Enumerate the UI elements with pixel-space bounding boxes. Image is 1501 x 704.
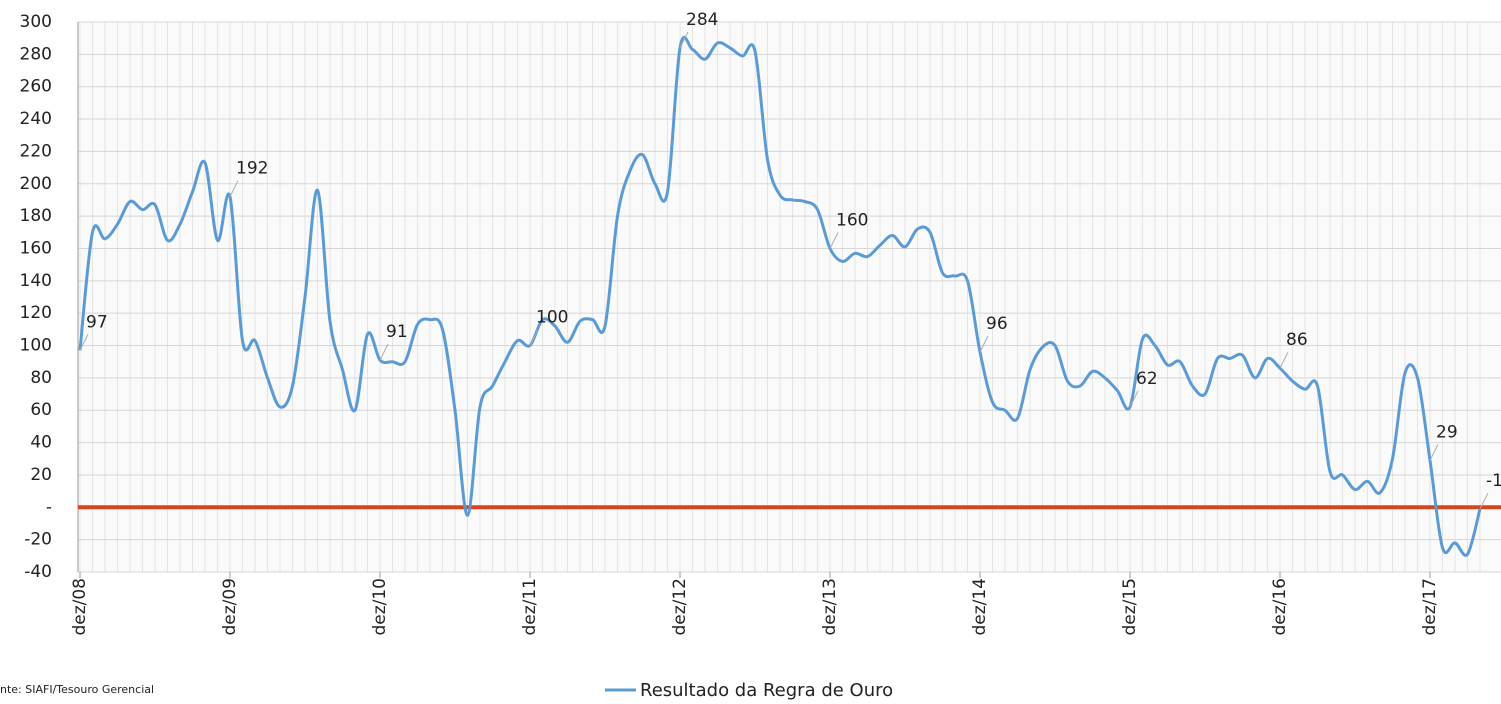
x-tick-label: dez/08 [70,578,90,636]
label-leader [229,180,239,197]
data-label: 96 [986,314,1008,334]
y-tick-label: - [46,497,52,517]
y-tick-label: -20 [24,530,52,550]
data-label: -1 [1486,471,1501,491]
x-tick-label: dez/12 [670,578,690,636]
y-tick-label: 120 [20,303,52,323]
data-label: 86 [1286,330,1308,350]
x-tick-label: dez/09 [220,578,240,636]
label-leader [679,31,689,49]
data-label: 29 [1436,422,1458,442]
source-note: nte: SIAFI/Tesouro Gerencial [0,683,154,696]
x-tick-label: dez/13 [820,578,840,636]
data-label: 91 [386,322,408,342]
grid [77,21,1501,578]
y-tick-label: 20 [30,465,52,485]
label-leader [1479,492,1489,510]
y-tick-label: 100 [20,336,52,356]
label-leader [379,343,389,361]
plot-area [78,22,1501,572]
y-tick-label: 220 [20,141,52,161]
y-tick-label: 160 [20,238,52,258]
label-leader [829,232,839,249]
label-leader [529,329,539,346]
label-leader [79,334,89,351]
x-tick-label: dez/15 [1120,578,1140,636]
marks: 97 192 91 100 284 160 96 62 86 29 -1 [78,10,1501,557]
data-label: 284 [686,10,718,30]
y-tick-label: 240 [20,109,52,129]
x-tick-label: dez/10 [370,578,390,636]
label-leader [979,335,989,353]
legend-label: Resultado da Regra de Ouro [640,680,893,701]
y-tick-label: 280 [20,44,52,64]
y-tick-label: 260 [20,77,52,97]
x-tick-label: dez/14 [970,578,990,636]
data-label: 160 [836,210,868,230]
data-label: 62 [1136,369,1158,389]
label-leader [1279,351,1289,369]
x-tick-label: dez/11 [520,578,540,636]
y-tick-label: 200 [20,174,52,194]
data-label: 97 [86,312,108,332]
data-label: 192 [236,159,268,179]
y-tick-label: 60 [30,400,52,420]
y-tick-label: 40 [30,433,52,453]
y-tick-label: 300 [20,12,52,32]
y-tick-label: 140 [20,271,52,291]
x-tick-label: dez/17 [1420,578,1440,636]
y-tick-label: 180 [20,206,52,226]
y-tick-label: -40 [24,562,52,582]
y-tick-label: 80 [30,368,52,388]
data-label: 100 [536,308,568,328]
label-leader [1429,444,1439,461]
label-leader [1129,390,1139,408]
x-tick-label: dez/16 [1270,578,1290,636]
line-series [78,35,1482,557]
